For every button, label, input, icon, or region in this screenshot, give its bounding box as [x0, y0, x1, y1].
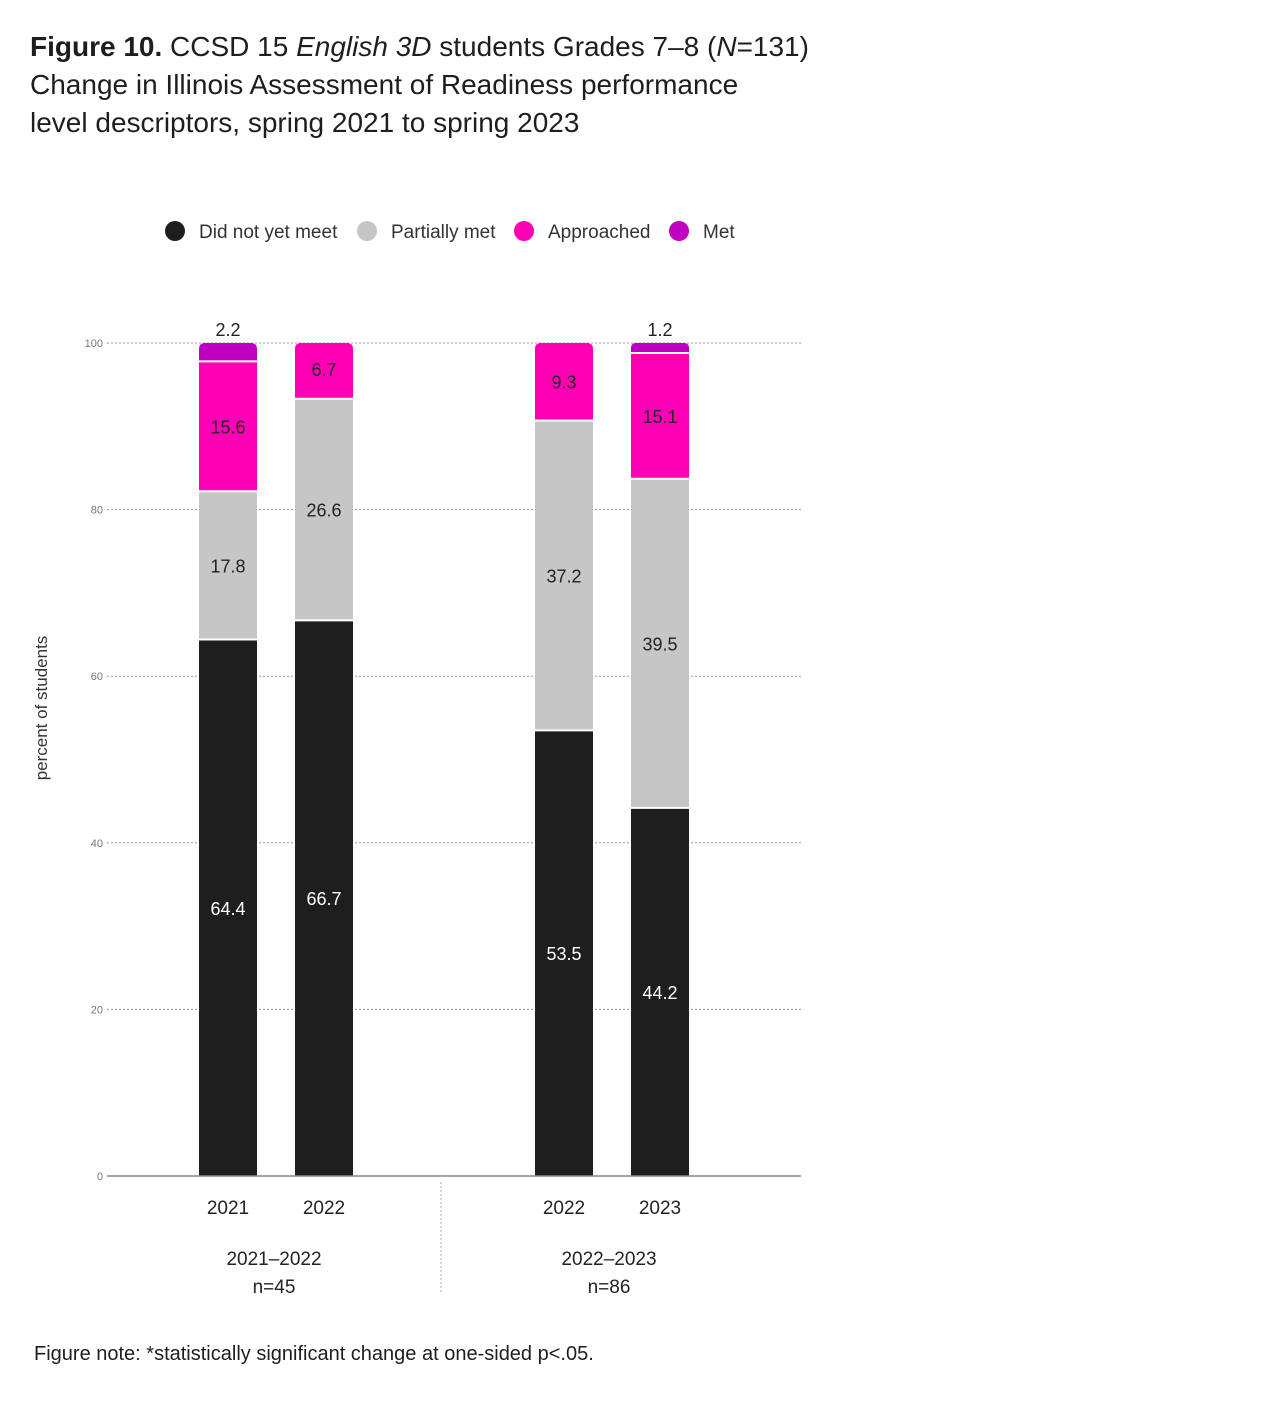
y-tick-label-60: 60	[91, 671, 103, 683]
bar-segment-1-3	[199, 361, 257, 492]
x-tick-label-4: 2023	[639, 1198, 681, 1219]
y-tick-label-0: 0	[97, 1171, 103, 1183]
x-tick-label-1: 2021	[207, 1198, 249, 1219]
legend-swatch-1	[165, 221, 185, 241]
bar-segment-2-1	[295, 620, 353, 1176]
title-part-3: =131)	[736, 31, 809, 62]
grid: 0 20 40 60 80 100	[85, 338, 801, 1183]
figure-label: Figure 10.	[30, 31, 163, 62]
y-tick-label-80: 80	[91, 505, 103, 517]
bar-segment-4-3	[631, 352, 689, 479]
title-part-2: students Grades 7–8 (	[439, 31, 717, 62]
legend-swatch-3	[514, 221, 534, 241]
y-axis-label: percent of students	[32, 636, 51, 781]
group-label-2: 2022–2023	[561, 1249, 656, 1270]
bar-segment-4-4	[631, 343, 689, 353]
bar-segment-1-1	[199, 639, 257, 1176]
bars: 64.4 17.8 15.6 2.2 66.7 26.6 6.7 53.5 37.2 9.3 44.…	[199, 320, 689, 1176]
bar-segment-1-4	[199, 343, 257, 362]
y-tick-label-40: 40	[91, 838, 103, 850]
bar-segment-4-2	[631, 478, 689, 808]
data-label-4-2: 39.5	[642, 634, 677, 654]
title-line-1: Figure 10. CCSD 15 English 3D students G…	[30, 28, 930, 66]
data-label-3-2: 37.2	[546, 566, 581, 586]
bar-segment-1-2	[199, 491, 257, 640]
data-label-3-1: 53.5	[546, 944, 581, 964]
data-label-2-2: 26.6	[306, 501, 341, 521]
data-label-1-1: 64.4	[210, 899, 245, 919]
data-label-4-4: 1.2	[647, 320, 672, 340]
axes: 2021 2022 2022 2023 2021–2022 n=45 2022–2023 n=…	[32, 636, 801, 1298]
title-line-3: level descriptors, spring 2021 to spring…	[30, 107, 580, 138]
legend-swatch-2	[357, 221, 377, 241]
figure-title: Figure 10. CCSD 15 English 3D students G…	[30, 28, 930, 142]
data-label-3-3: 9.3	[551, 373, 576, 393]
data-label-1-3: 15.6	[210, 417, 245, 437]
title-line-2: Change in Illinois Assessment of Readine…	[30, 69, 739, 100]
bar-segment-3-3	[535, 343, 593, 421]
title-n-symbol: N	[716, 31, 737, 62]
legend-label-2: Partially met	[391, 222, 496, 243]
data-label-1-4: 2.2	[215, 320, 240, 340]
y-tick-label-100: 100	[85, 338, 103, 350]
title-part-1: CCSD 15	[170, 31, 289, 62]
legend-swatch-4	[669, 221, 689, 241]
y-tick-label-20: 20	[91, 1004, 103, 1016]
bar-segment-3-2	[535, 420, 593, 731]
bar-segment-2-2	[295, 398, 353, 621]
legend-label-1: Did not yet meet	[199, 222, 338, 243]
data-label-1-2: 17.8	[210, 556, 245, 576]
bar-segment-2-3	[295, 343, 353, 399]
legend: Did not yet meet Partially met Approached M…	[165, 221, 735, 243]
bar-segment-4-1	[631, 807, 689, 1176]
legend-label-3: Approached	[548, 222, 650, 243]
figure-note: Figure note: *statistically significant …	[34, 1343, 594, 1365]
x-tick-label-3: 2022	[543, 1198, 585, 1219]
data-label-4-1: 44.2	[642, 983, 677, 1003]
data-label-4-3: 15.1	[642, 407, 677, 427]
title-program-name: English 3D	[296, 31, 432, 62]
group-sublabel-1: n=45	[253, 1277, 296, 1298]
bar-segment-3-1	[535, 730, 593, 1176]
group-sublabel-2: n=86	[588, 1277, 631, 1298]
data-label-2-1: 66.7	[306, 889, 341, 909]
legend-label-4: Met	[703, 222, 735, 243]
x-tick-label-2: 2022	[303, 1198, 345, 1219]
data-label-2-3: 6.7	[311, 360, 336, 380]
group-label-1: 2021–2022	[226, 1249, 321, 1270]
